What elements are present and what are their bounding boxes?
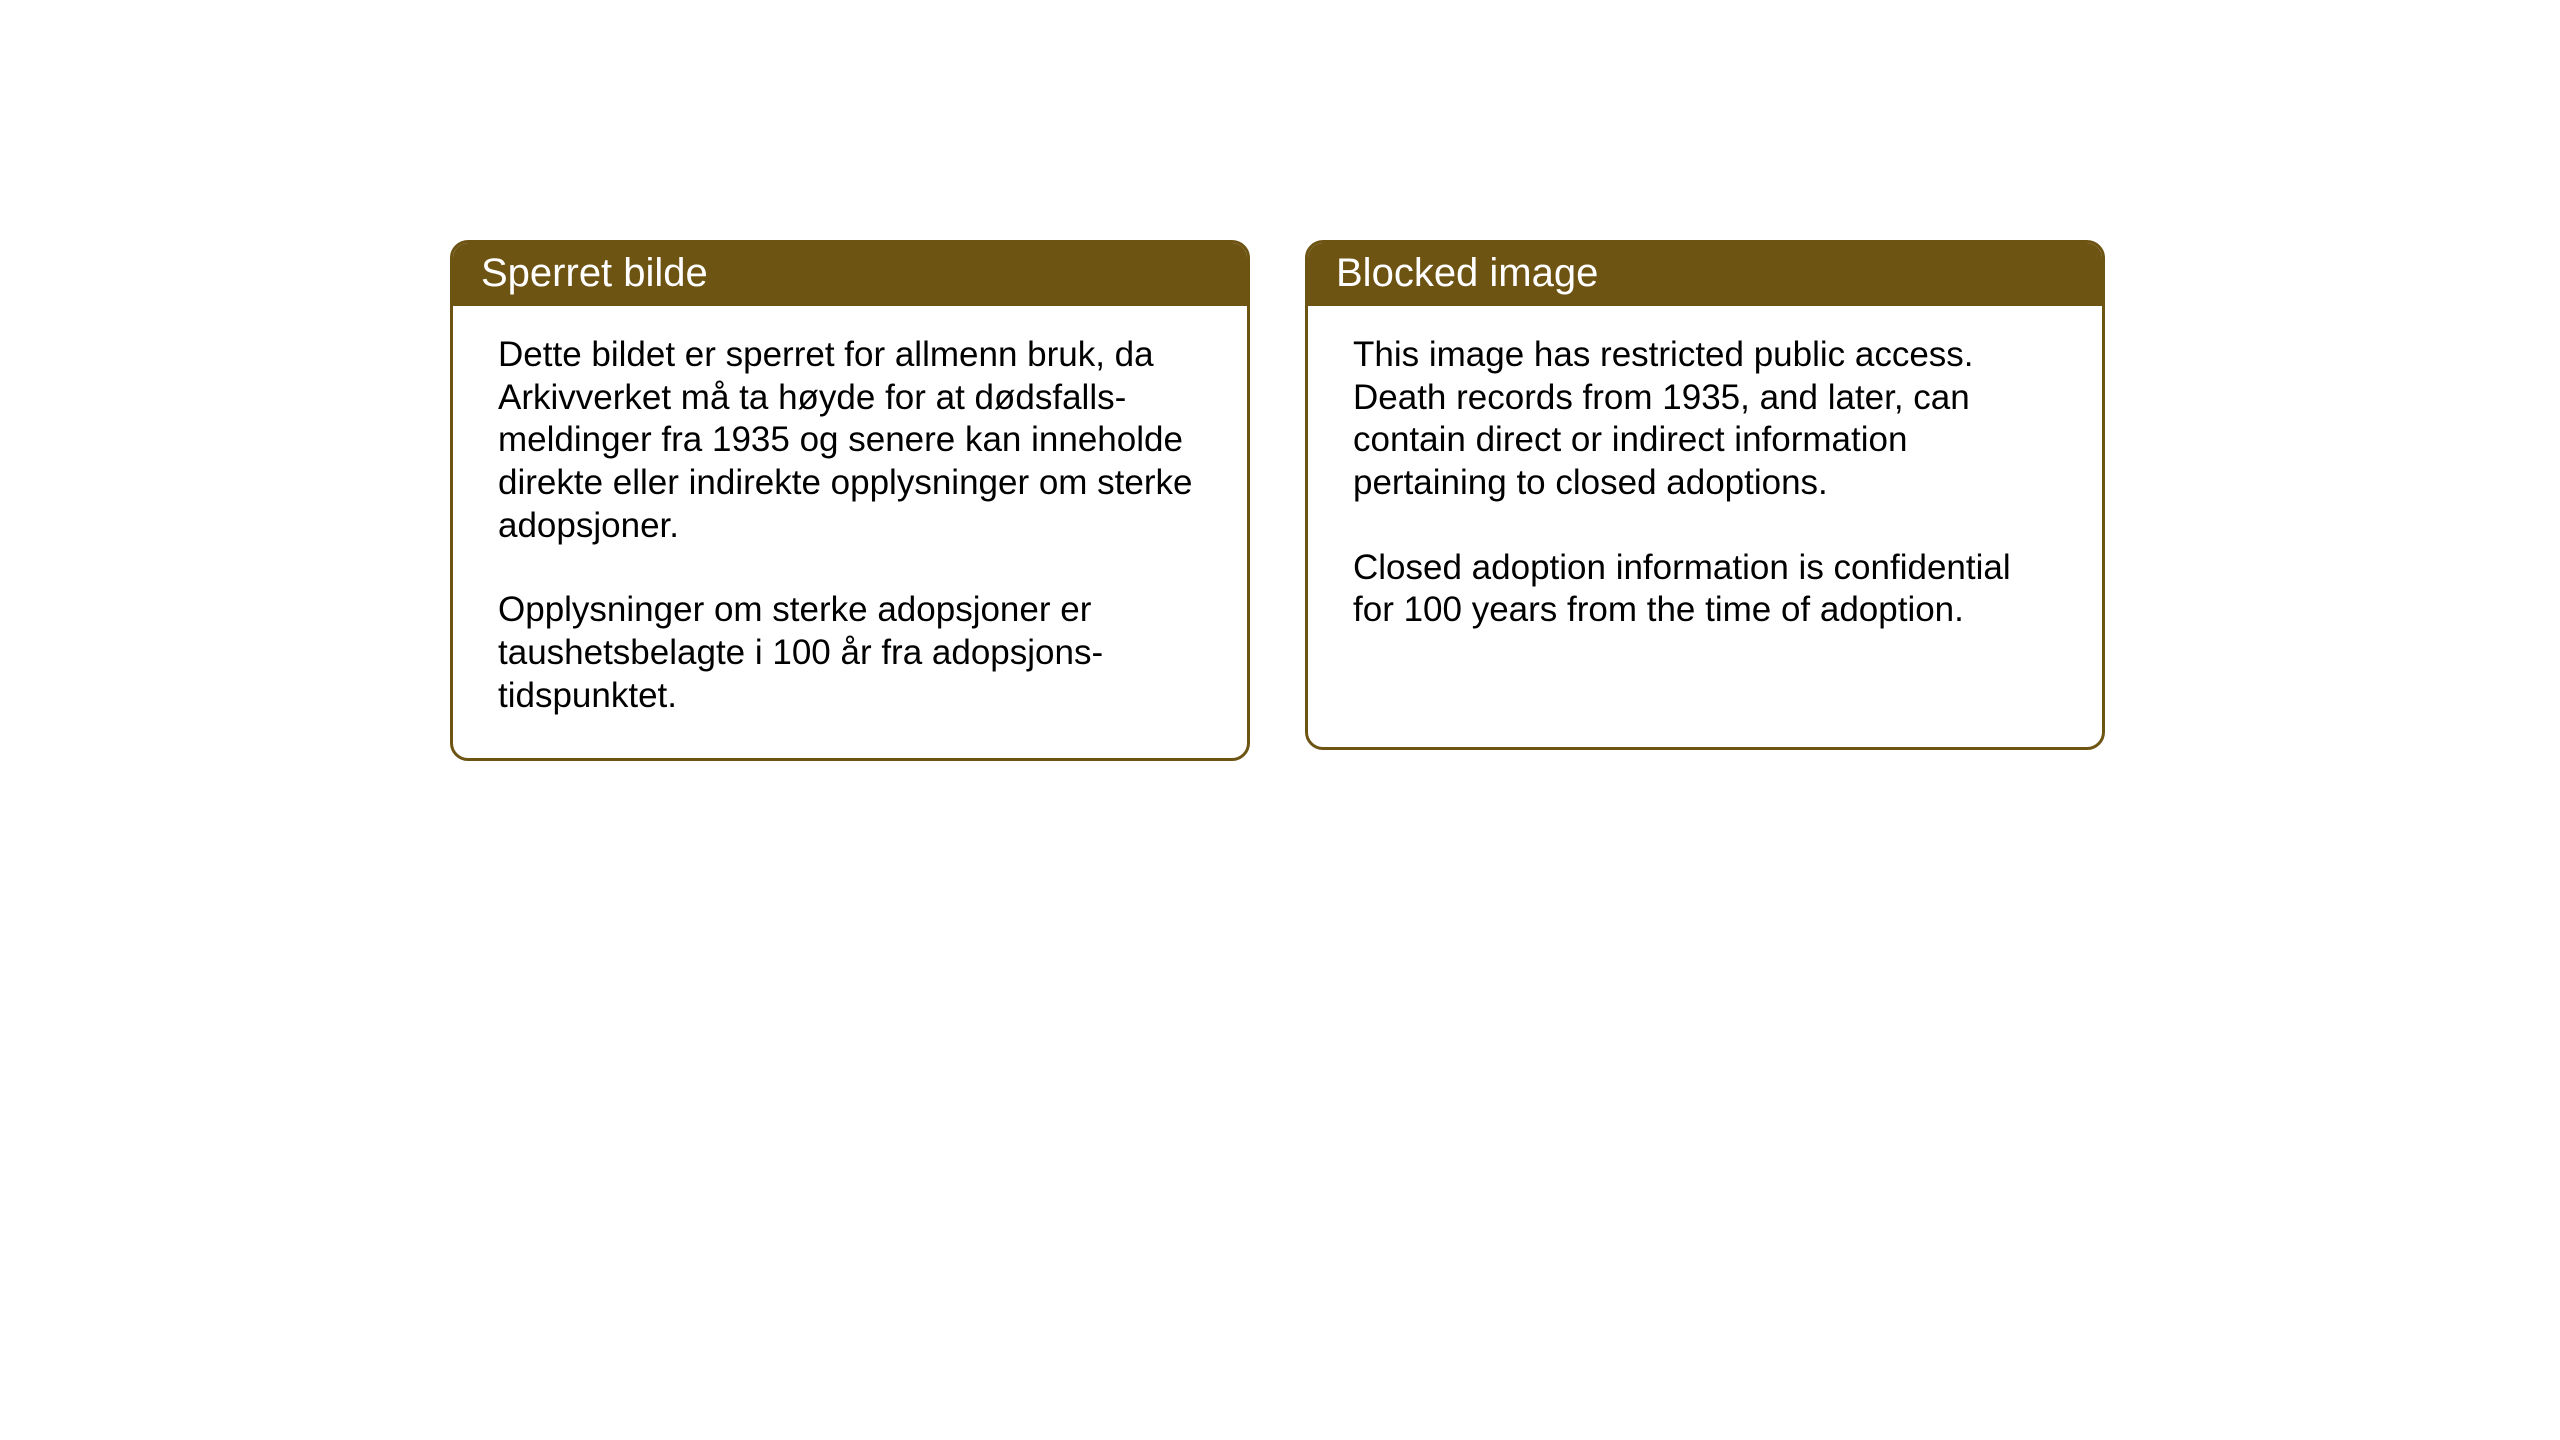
cards-container: Sperret bilde Dette bildet er sperret fo… bbox=[450, 240, 2105, 761]
card-norwegian: Sperret bilde Dette bildet er sperret fo… bbox=[450, 240, 1250, 761]
paragraph-1-english: This image has restricted public access.… bbox=[1353, 334, 2057, 505]
card-header-english: Blocked image bbox=[1308, 243, 2102, 306]
card-body-norwegian: Dette bildet er sperret for allmenn bruk… bbox=[453, 306, 1247, 758]
card-english: Blocked image This image has restricted … bbox=[1305, 240, 2105, 750]
card-header-norwegian: Sperret bilde bbox=[453, 243, 1247, 306]
card-title-norwegian: Sperret bilde bbox=[481, 251, 708, 295]
paragraph-2-english: Closed adoption information is confident… bbox=[1353, 547, 2057, 632]
card-title-english: Blocked image bbox=[1336, 251, 1598, 295]
paragraph-1-norwegian: Dette bildet er sperret for allmenn bruk… bbox=[498, 334, 1202, 547]
paragraph-2-norwegian: Opplysninger om sterke adopsjoner er tau… bbox=[498, 589, 1202, 717]
card-body-english: This image has restricted public access.… bbox=[1308, 306, 2102, 672]
